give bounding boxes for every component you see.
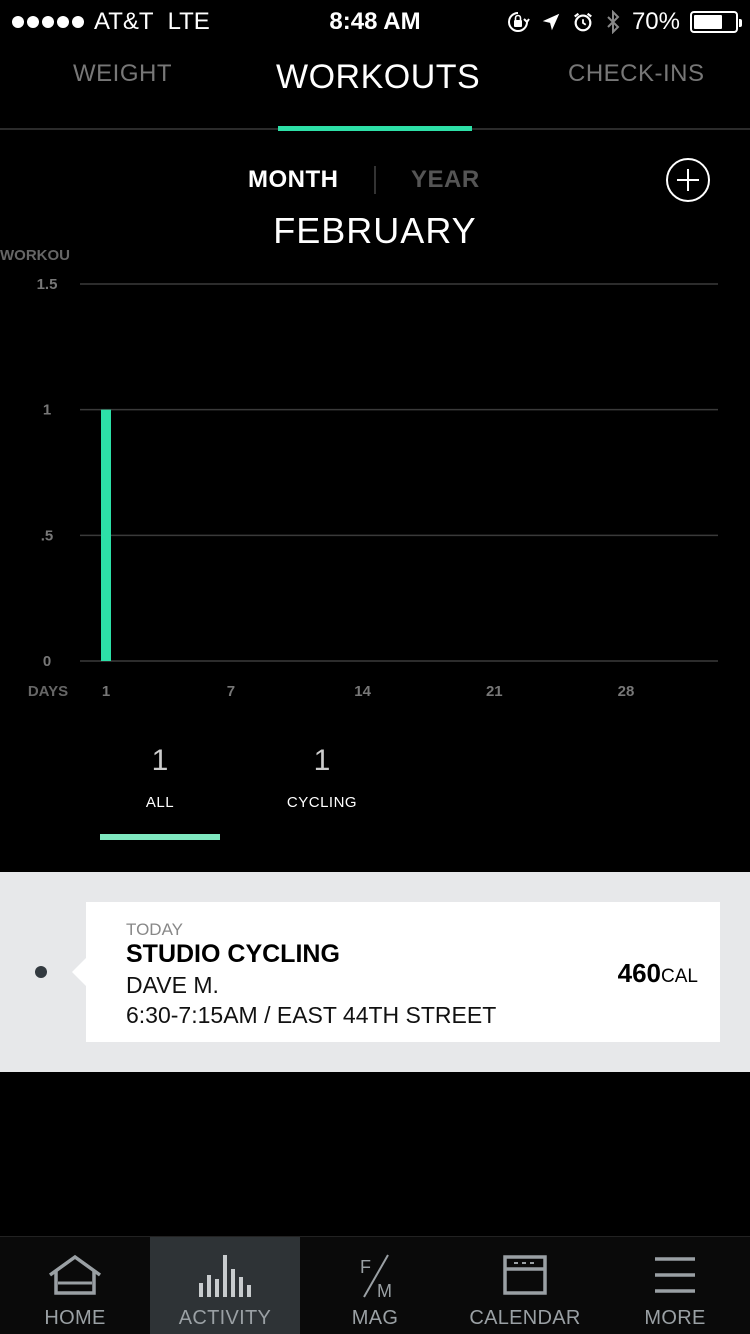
network-type: LTE: [167, 8, 210, 35]
summary-label: CYCLING: [286, 794, 358, 811]
summary-tab-indicator: [100, 834, 220, 840]
nav-calendar[interactable]: CALENDAR: [450, 1237, 600, 1334]
tab-check-ins[interactable]: CHECK-INS: [568, 60, 705, 87]
y-axis-label: WORKOU: [0, 247, 70, 264]
summary-tab-all[interactable]: 1 ALL: [100, 744, 220, 811]
carrier-name: AT&T: [94, 8, 154, 35]
nav-mag[interactable]: F M MAG: [300, 1237, 450, 1334]
nav-label: ACTIVITY: [178, 1307, 272, 1329]
summary-tab-cycling[interactable]: 1 CYCLING: [262, 744, 382, 811]
svg-text:M: M: [377, 1281, 392, 1301]
activity-bars-icon: [199, 1255, 251, 1297]
tab-weight[interactable]: WEIGHT: [73, 60, 172, 87]
summary-count: 1: [151, 744, 169, 777]
workout-instructor: DAVE M.: [126, 972, 219, 998]
nav-home[interactable]: HOME: [0, 1237, 150, 1334]
toggle-divider: [374, 166, 376, 194]
month-toggle[interactable]: MONTH: [248, 166, 339, 193]
x-axis-label: DAYS: [28, 683, 68, 700]
y-tick-label: 1.5: [37, 276, 58, 293]
alarm-icon: [574, 12, 592, 32]
nav-more[interactable]: MORE: [600, 1237, 750, 1334]
nav-label: CALENDAR: [469, 1307, 581, 1329]
workout-time-location: 6:30-7:15AM / EAST 44TH STREET: [126, 1002, 497, 1028]
battery-level: [694, 15, 722, 29]
nav-label: HOME: [44, 1307, 106, 1329]
nav-label: MAG: [351, 1307, 399, 1329]
nav-activity[interactable]: ACTIVITY: [150, 1237, 300, 1334]
workout-class-name: STUDIO CYCLING: [126, 940, 340, 968]
y-tick-label: 0: [43, 653, 51, 670]
tab-workouts[interactable]: WORKOUTS: [276, 58, 481, 96]
fm-mag-icon: F M: [360, 1254, 392, 1301]
calories-value: 460: [617, 958, 662, 988]
calories-unit: CAL: [661, 966, 698, 987]
workout-date: TODAY: [126, 920, 183, 939]
lock-rotation-icon: [507, 12, 530, 32]
status-time: 8:48 AM: [329, 8, 421, 35]
x-tick-label: 21: [486, 683, 503, 700]
year-toggle[interactable]: YEAR: [411, 166, 480, 193]
chart-bar: [101, 409, 111, 661]
x-tick-label: 28: [618, 683, 635, 700]
x-tick-label: 1: [102, 683, 110, 700]
home-icon: [48, 1254, 102, 1295]
top-tabs: WEIGHT WORKOUTS CHECK-INS: [0, 52, 750, 131]
timeline-dot: [35, 966, 47, 978]
nav-label: MORE: [644, 1307, 706, 1329]
workout-calories: 460CAL: [618, 958, 698, 989]
bluetooth-icon: [607, 10, 620, 34]
location-arrow-icon: [542, 13, 560, 31]
status-right: 70%: [506, 8, 742, 36]
summary-count: 1: [313, 744, 331, 777]
svg-text:F: F: [360, 1257, 371, 1277]
workout-feed: TODAY STUDIO CYCLING DAVE M. 6:30-7:15AM…: [0, 872, 750, 1072]
battery-icon: [690, 11, 742, 33]
status-left: AT&T LTE: [12, 8, 210, 36]
active-tab-indicator: [278, 126, 472, 131]
bottom-nav: HOME ACTIVITY F M MAG CALENDAR MORE: [0, 1236, 750, 1334]
menu-icon: [655, 1257, 695, 1293]
month-title: FEBRUARY: [273, 210, 477, 251]
y-tick-label: 1: [43, 402, 51, 419]
battery-percent: 70%: [631, 8, 680, 35]
calendar-icon: [503, 1255, 547, 1295]
workout-card[interactable]: TODAY STUDIO CYCLING DAVE M. 6:30-7:15AM…: [72, 902, 720, 1042]
x-tick-label: 14: [354, 683, 371, 700]
status-bar: AT&T LTE 8:48 AM 70%: [0, 0, 750, 40]
summary-label: ALL: [145, 794, 175, 811]
add-workout-button[interactable]: [666, 158, 710, 202]
y-tick-label: .5: [41, 527, 54, 544]
signal-strength-icon: [12, 16, 84, 28]
x-tick-label: 7: [227, 683, 235, 700]
